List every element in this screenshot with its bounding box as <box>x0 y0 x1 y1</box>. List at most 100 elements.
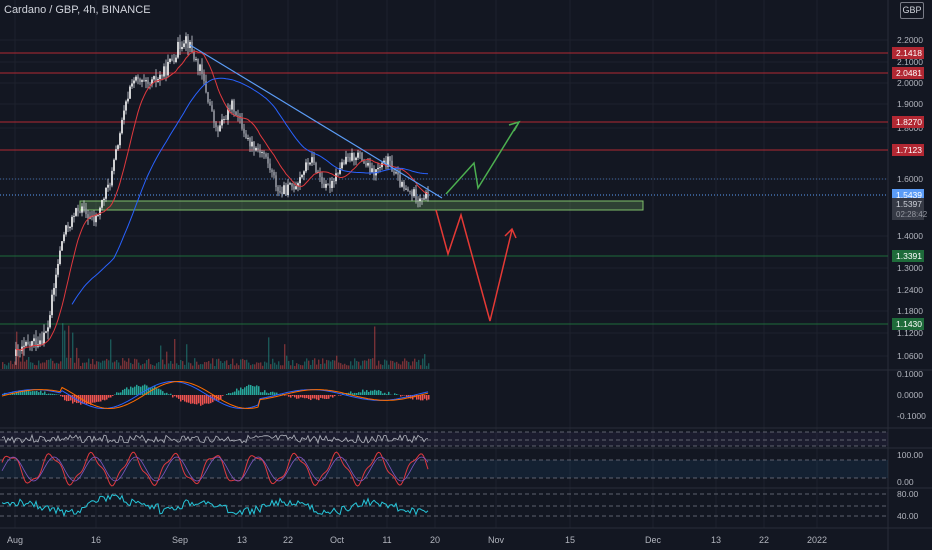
time-tick-label: 2022 <box>807 535 827 545</box>
candle-body <box>129 86 131 99</box>
candle-body <box>427 191 429 198</box>
macd-hist-bar <box>254 386 256 395</box>
candle-body <box>227 108 229 120</box>
volume-bar <box>420 365 422 369</box>
macd-hist-bar <box>20 391 22 395</box>
macd-hist-bar <box>38 392 40 395</box>
price-tick-label: 1.3000 <box>897 263 923 273</box>
macd-hist-bar <box>198 395 200 404</box>
volume-bar <box>24 361 26 369</box>
macd-hist-bar <box>52 393 54 395</box>
macd-hist-bar <box>322 395 324 399</box>
candle-body <box>373 168 375 176</box>
volume-bar <box>62 323 64 369</box>
macd-hist-bar <box>402 395 404 396</box>
volume-bar <box>136 359 138 369</box>
candle-body <box>407 188 409 192</box>
volume-bar <box>292 360 294 369</box>
volume-bar <box>282 365 284 369</box>
candle-body <box>269 163 271 171</box>
macd-hist-bar <box>162 391 164 395</box>
volume-bar <box>358 361 360 369</box>
candle-body <box>127 98 129 102</box>
volume-bar <box>394 362 396 369</box>
candle-body <box>347 156 349 158</box>
volume-bar <box>368 358 370 369</box>
candle-body <box>43 332 45 344</box>
volume-bar <box>2 362 4 369</box>
candle-body <box>413 189 415 197</box>
macd-hist-bar <box>156 388 158 395</box>
volume-bar <box>218 358 220 369</box>
candle-body <box>355 157 357 161</box>
volume-bar <box>188 362 190 369</box>
candle-body <box>311 157 313 163</box>
volume-bar <box>230 363 232 369</box>
candle-body <box>71 216 73 227</box>
candle-body <box>103 198 105 201</box>
volume-bar <box>342 364 344 369</box>
macd-hist-bar <box>252 385 254 395</box>
support-zone <box>79 200 644 211</box>
macd-hist-bar <box>302 395 304 398</box>
macd-hist-bar <box>380 391 382 395</box>
macd-hist-bar <box>334 395 336 397</box>
candle-body <box>361 152 363 162</box>
macd-hist-bar <box>32 391 34 395</box>
candle-body <box>411 191 413 197</box>
candle-body <box>79 211 81 213</box>
currency-badge[interactable]: GBP <box>900 2 924 19</box>
volume-bar <box>406 360 408 369</box>
time-tick-label: 20 <box>430 535 440 545</box>
price-tick-label: 1.1200 <box>897 328 923 338</box>
volume-bar <box>118 362 120 369</box>
volume-bar <box>70 357 72 369</box>
macd-hist-bar <box>196 395 198 405</box>
macd-tick-label: 0.1000 <box>897 369 923 379</box>
candle-body <box>205 81 207 93</box>
volume-bar <box>402 361 404 369</box>
macd-hist-bar <box>206 395 208 404</box>
candle-body <box>305 162 307 172</box>
candle-body <box>235 111 237 116</box>
macd-hist-bar <box>76 395 78 404</box>
candle-body <box>399 174 401 187</box>
candle-body <box>57 263 59 275</box>
candle-body <box>39 340 41 345</box>
macd-hist-bar <box>130 386 132 395</box>
volume-bar <box>10 360 12 369</box>
time-tick-label: 22 <box>283 535 293 545</box>
macd-hist-bar <box>260 392 262 395</box>
macd-hist-bar <box>132 387 134 395</box>
candle-body <box>369 163 371 173</box>
volume-bar <box>132 364 134 369</box>
candle-body <box>115 149 117 160</box>
candle-body <box>371 168 373 173</box>
volume-bar <box>350 361 352 369</box>
volume-bar <box>290 365 292 369</box>
macd-hist-bar <box>28 390 30 395</box>
volume-bar <box>346 365 348 369</box>
candle-body <box>325 183 327 188</box>
volume-bar <box>262 365 264 369</box>
volume-bar <box>366 360 368 369</box>
macd-hist-bar <box>104 395 106 401</box>
macd-hist-bar <box>424 395 426 399</box>
candle-body <box>163 66 165 77</box>
macd-hist-bar <box>106 395 108 400</box>
oscillator-line <box>1 433 429 445</box>
volume-bar <box>196 361 198 369</box>
candle-body <box>35 338 37 347</box>
macd-hist-bar <box>214 395 216 401</box>
volume-bar <box>8 362 10 369</box>
macd-hist-bar <box>158 388 160 395</box>
volume-bar <box>74 362 76 369</box>
macd-hist-bar <box>96 395 98 402</box>
volume-bars <box>2 323 430 369</box>
volume-bar <box>106 358 108 369</box>
candle-body <box>293 186 295 190</box>
volume-bar <box>266 362 268 369</box>
macd-hist-bar <box>354 392 356 395</box>
volume-bar <box>284 344 286 369</box>
